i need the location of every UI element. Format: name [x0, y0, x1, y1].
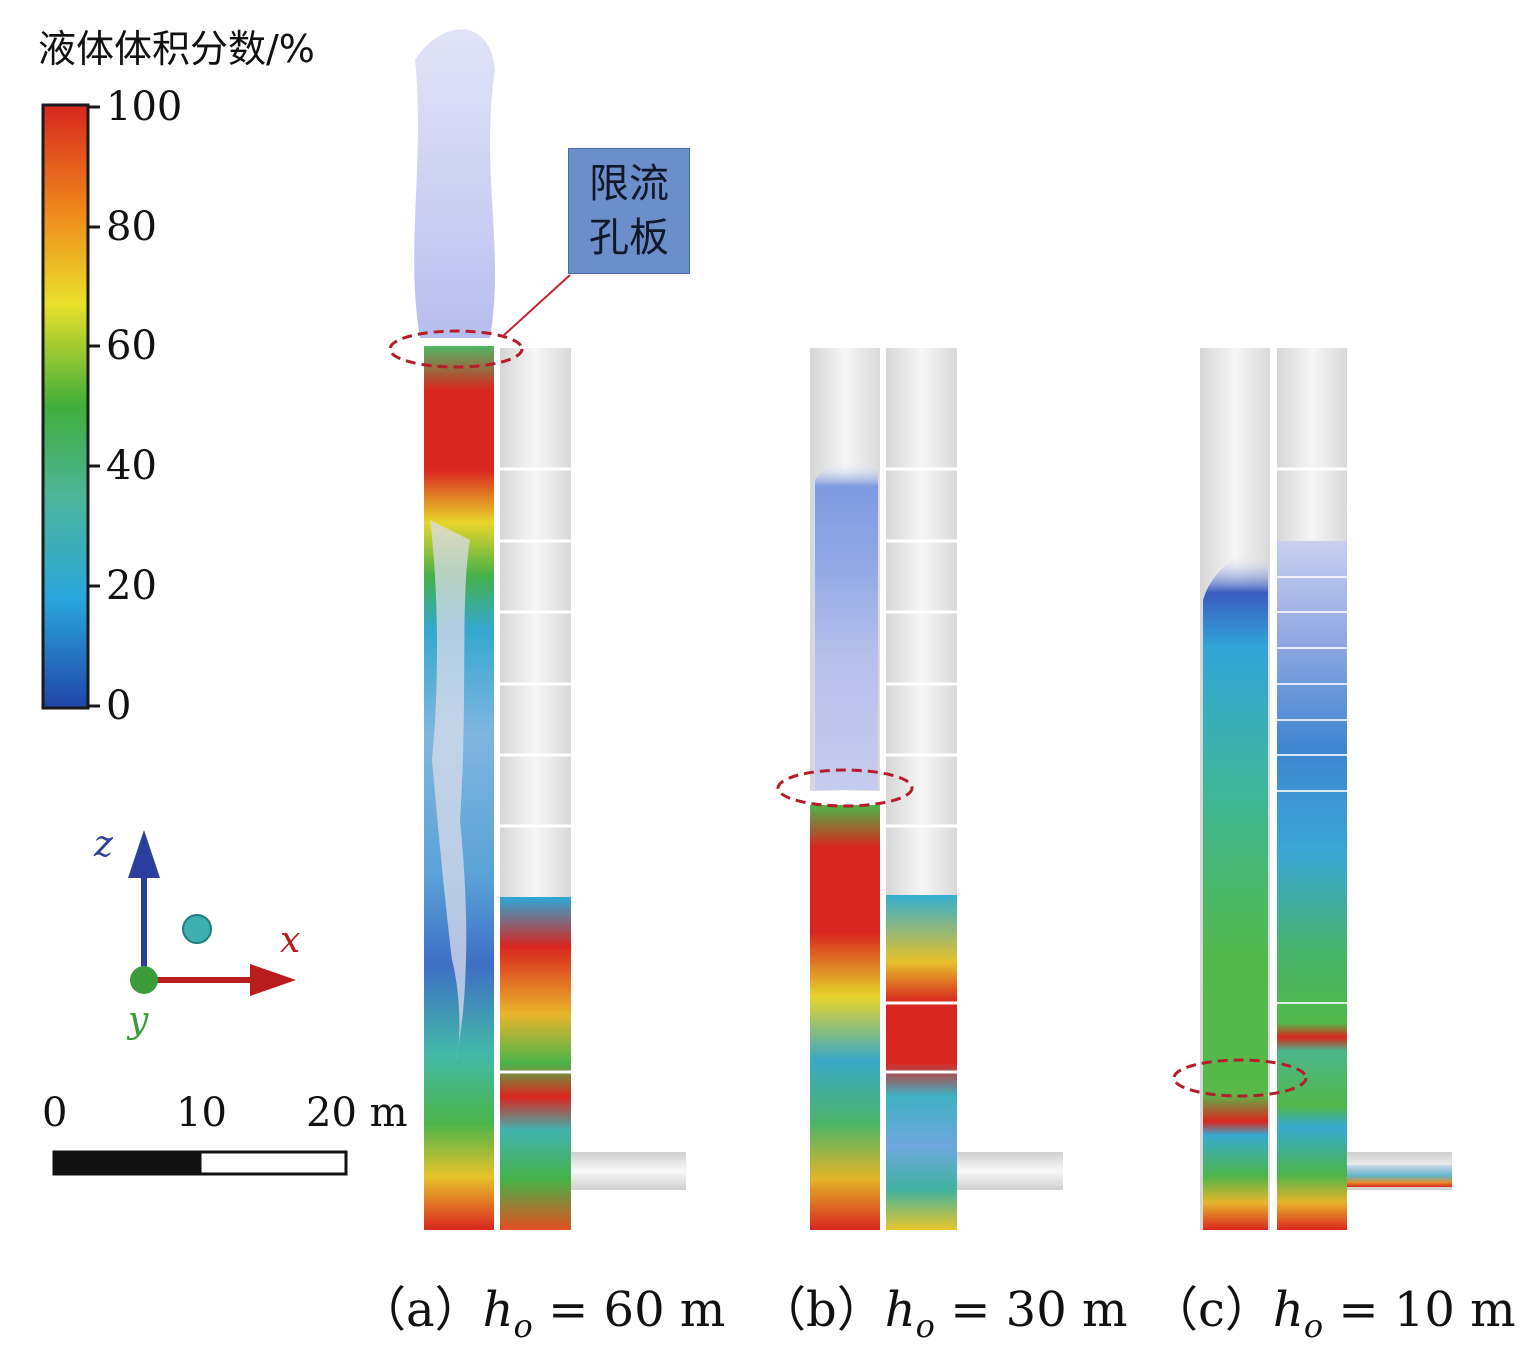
caption-c-value: = 10 m — [1338, 1282, 1516, 1338]
colorbar-tick-20: 20 — [106, 563, 157, 609]
caption-a-prefix: （a） — [358, 1282, 483, 1338]
coordinate-axes — [128, 830, 296, 996]
colorbar — [41, 103, 90, 710]
orifice-callout: 限流 孔板 — [568, 148, 690, 274]
caption-c-sub: o — [1303, 1306, 1324, 1345]
colorbar-tick-0: 0 — [106, 683, 132, 729]
caption-a-var: h — [482, 1282, 514, 1338]
callout-line-2: 孔板 — [589, 215, 669, 261]
callout-line-1: 限流 — [589, 161, 669, 207]
caption-a: （a）ho = 60 m — [358, 1270, 725, 1347]
panel-a — [388, 29, 686, 1230]
caption-b-prefix: （b） — [758, 1282, 885, 1338]
caption-c-prefix: （c） — [1150, 1282, 1273, 1338]
panel-b — [776, 348, 1063, 1230]
axis-label-z: z — [94, 824, 113, 865]
caption-b: （b）ho = 30 m — [758, 1270, 1128, 1347]
axis-label-x: x — [280, 920, 301, 961]
caption-a-value: = 60 m — [548, 1282, 726, 1338]
colorbar-tick-100: 100 — [106, 84, 183, 130]
axis-label-y: y — [128, 1000, 149, 1041]
scale-label-0: 0 — [42, 1090, 68, 1136]
caption-b-sub: o — [915, 1306, 935, 1345]
colorbar-tick-40: 40 — [106, 443, 157, 489]
colorbar-tick-60: 60 — [106, 323, 157, 369]
caption-c: （c）ho = 10 m — [1150, 1270, 1516, 1347]
scale-label-20m: 20 m — [306, 1090, 408, 1136]
scale-bar — [52, 1150, 348, 1176]
caption-b-var: h — [884, 1282, 916, 1338]
panel-c — [1172, 348, 1452, 1230]
colorbar-tick-80: 80 — [106, 204, 157, 250]
caption-a-sub: o — [513, 1306, 533, 1345]
legend-title: 液体体积分数/% — [38, 27, 315, 71]
caption-c-var: h — [1272, 1282, 1304, 1338]
caption-b-value: = 30 m — [950, 1282, 1128, 1338]
scale-label-10: 10 — [176, 1090, 227, 1136]
